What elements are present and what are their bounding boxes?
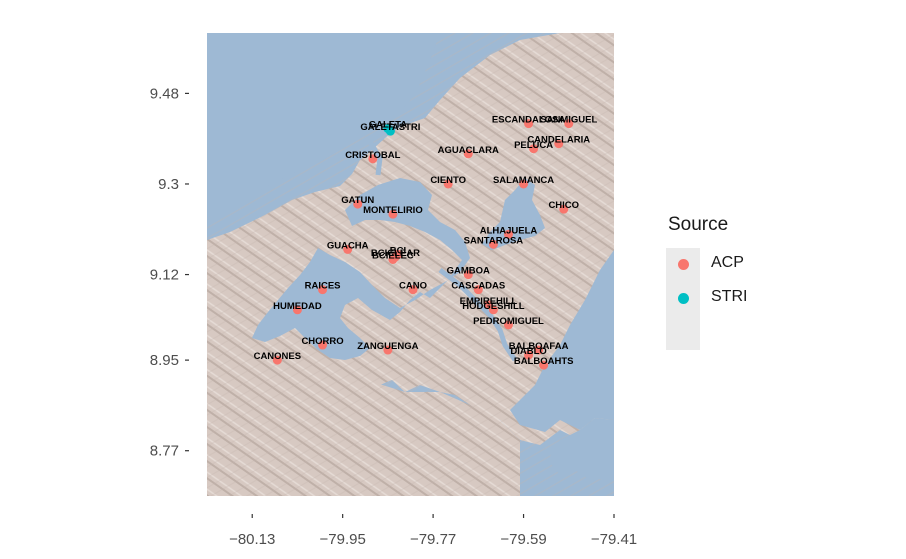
legend-label-acp: ACP bbox=[711, 254, 744, 271]
station-point-santarosa bbox=[488, 239, 498, 249]
station-label-aguaclara: AGUACLARA bbox=[438, 145, 499, 156]
station-point-cascadas bbox=[473, 285, 483, 295]
station-point-balboahts bbox=[539, 360, 549, 370]
station-label-guacha: GUACHA bbox=[327, 240, 369, 251]
station-label-cristobal: CRISTOBAL bbox=[345, 150, 400, 161]
x-tick-label: −80.13 bbox=[229, 531, 275, 548]
legend-dot-stri bbox=[678, 293, 689, 304]
basemap bbox=[207, 33, 614, 496]
station-label-alhajuela: ALHAJUELA bbox=[480, 225, 538, 236]
x-tick-label: −79.95 bbox=[320, 531, 366, 548]
station-label-balboahts: BALBOAHTS bbox=[514, 356, 574, 367]
station-label-pedromiguel: PEDROMIGUEL bbox=[473, 316, 544, 327]
station-label-sanmiguel: SANMIGUEL bbox=[540, 115, 597, 126]
station-point-canones bbox=[272, 355, 282, 365]
gatun-lake bbox=[252, 178, 470, 360]
station-point-aguaclara bbox=[463, 149, 473, 159]
y-tick-label: 8.77 bbox=[150, 443, 179, 460]
station-point-chorro bbox=[318, 340, 328, 350]
station-label-diablo: DIABLO bbox=[510, 346, 546, 357]
x-tick-label: −79.77 bbox=[410, 531, 456, 548]
station-label-balboafaa: BALBOAFAA bbox=[509, 341, 569, 352]
station-points bbox=[272, 119, 574, 370]
station-label-galeta: GALETA bbox=[369, 120, 407, 131]
station-label-cascadas: CASCADAS bbox=[451, 281, 505, 292]
station-point-montelirio bbox=[388, 209, 398, 219]
station-label-peluca: PELUCA bbox=[514, 140, 553, 151]
station-point-raices bbox=[318, 285, 328, 295]
station-point-galetastri bbox=[385, 126, 395, 136]
alhajuela-lake bbox=[482, 178, 545, 250]
legend: Source ACP STRI bbox=[666, 214, 766, 350]
station-point-balboafaa bbox=[534, 345, 544, 355]
station-point-zanguenga bbox=[383, 345, 393, 355]
legend-dot-acp bbox=[678, 259, 689, 270]
station-point-humedad bbox=[292, 305, 302, 315]
station-label-montelirio: MONTELIRIO bbox=[363, 205, 423, 216]
station-point-alhajuela bbox=[503, 229, 513, 239]
legend-item-stri: STRI bbox=[666, 282, 786, 316]
station-point-peluca bbox=[529, 144, 539, 154]
station-label-salamanca: SALAMANCA bbox=[493, 175, 554, 186]
axes: 9.48 9.3 9.12 8.95 8.77 −80.13 −79.95 −79.77 −79… bbox=[150, 85, 637, 548]
station-label-hodgeshill: HODGESHILL bbox=[462, 301, 524, 312]
x-tick-label: −79.41 bbox=[591, 531, 637, 548]
station-point-ciento bbox=[443, 179, 453, 189]
station-label-humedad: HUMEDAD bbox=[273, 301, 322, 312]
y-tick-label: 9.12 bbox=[150, 267, 179, 284]
station-label-chico: CHICO bbox=[548, 200, 579, 211]
station-point-guacha bbox=[343, 244, 353, 254]
station-point-hodgeshill bbox=[488, 305, 498, 315]
station-point-pedromiguel bbox=[503, 320, 513, 330]
station-label-escandalosa: ESCANDALOSA bbox=[492, 115, 566, 126]
station-label-chorro: CHORRO bbox=[301, 336, 343, 347]
panama-canal bbox=[367, 140, 518, 362]
station-label-bci: BCI bbox=[390, 245, 406, 256]
station-point-sanmiguel bbox=[564, 119, 574, 129]
station-label-bcielec: BCIELEC bbox=[372, 250, 414, 261]
station-label-galetastri: GALETASTRI bbox=[360, 122, 420, 133]
station-label-cano: CANO bbox=[399, 281, 427, 292]
legend-label-stri: STRI bbox=[711, 288, 748, 305]
station-point-gatun bbox=[353, 199, 363, 209]
station-label-empirehill: EMPIREHILL bbox=[460, 296, 518, 307]
station-label-canones: CANONES bbox=[254, 351, 302, 362]
station-label-gatun: GATUN bbox=[341, 195, 374, 206]
station-label-candelaria: CANDELARIA bbox=[527, 135, 590, 146]
station-label-gamboa: GAMBOA bbox=[447, 266, 490, 277]
station-label-zanguenga: ZANGUENGA bbox=[357, 341, 418, 352]
y-tick-label: 9.3 bbox=[158, 176, 179, 193]
station-point-escandalosa bbox=[524, 119, 534, 129]
station-point-diablo bbox=[524, 350, 534, 360]
y-tick-label: 9.48 bbox=[150, 85, 179, 102]
station-point-chico bbox=[559, 204, 569, 214]
caribbean-sea bbox=[207, 33, 440, 218]
station-point-bcielec bbox=[388, 254, 398, 264]
station-label-santarosa: SANTAROSA bbox=[464, 235, 524, 246]
station-point-gamboa bbox=[463, 270, 473, 280]
station-label-bciclear: BCICLEAR bbox=[371, 248, 420, 259]
station-point-cano bbox=[408, 285, 418, 295]
pacific-ocean bbox=[510, 250, 614, 432]
station-point-candelaria bbox=[554, 139, 564, 149]
y-tick-label: 8.95 bbox=[150, 352, 179, 369]
legend-title: Source bbox=[668, 214, 729, 235]
x-tick-label: −79.59 bbox=[500, 531, 546, 548]
station-point-cristobal bbox=[368, 154, 378, 164]
legend-item-acp: ACP bbox=[666, 248, 786, 282]
station-point-salamanca bbox=[519, 179, 529, 189]
pacific-ocean-bay bbox=[548, 418, 614, 480]
station-label-ciento: CIENTO bbox=[430, 175, 466, 186]
station-label-raices: RAICES bbox=[305, 281, 341, 292]
